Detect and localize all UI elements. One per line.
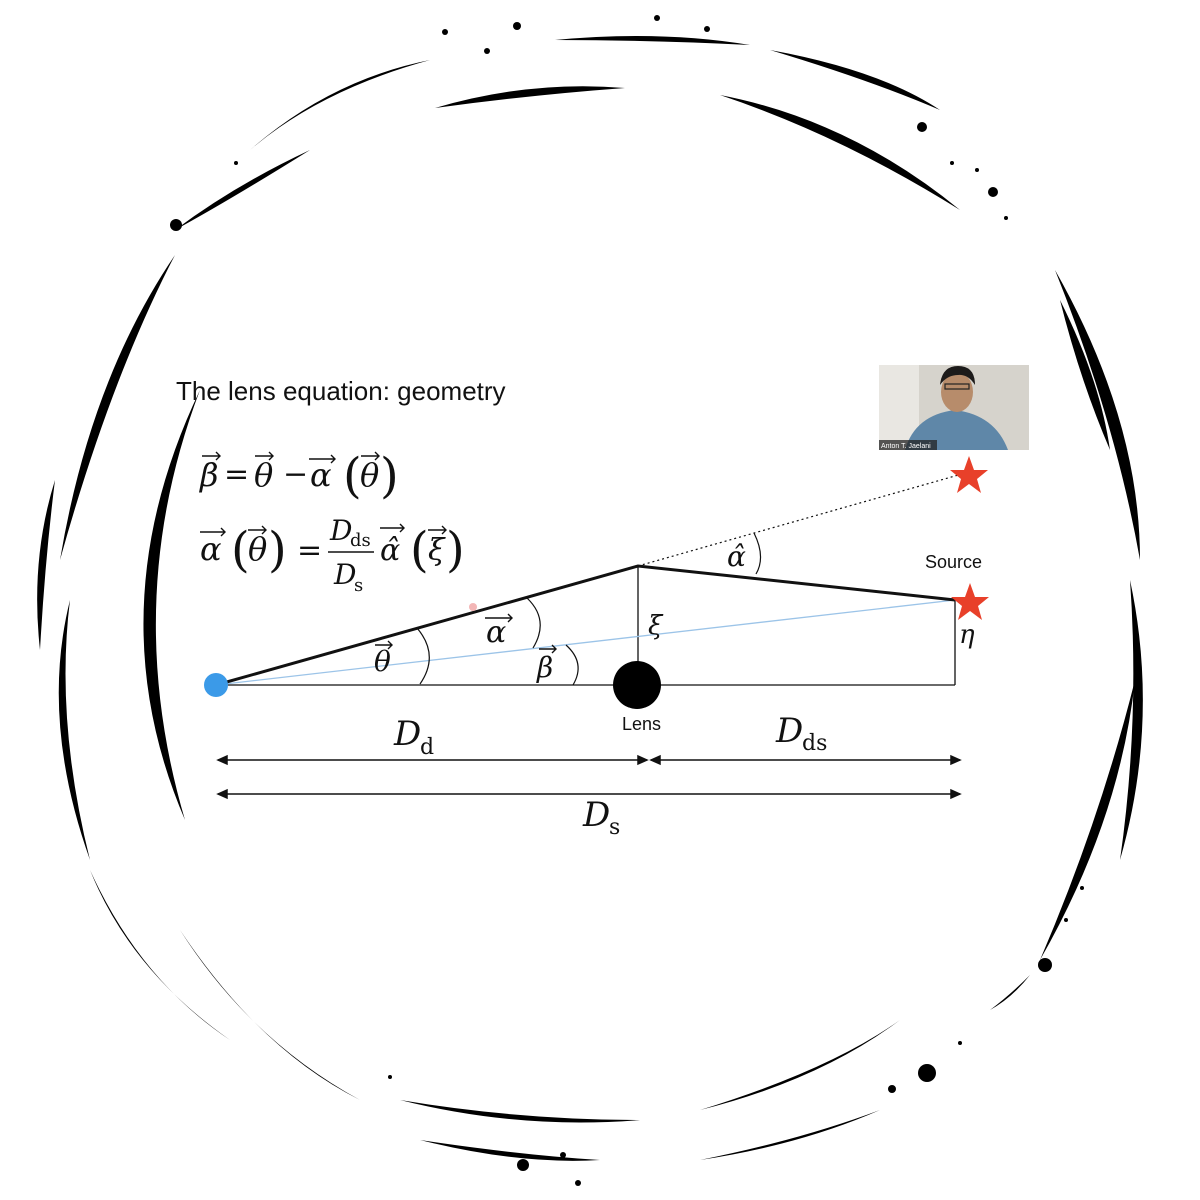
decorative-brush-ring [37,15,1143,1186]
eq1-minus: − [283,457,308,492]
eta-label: η [959,620,975,650]
theta-vec-label: θ [374,645,391,678]
webcam-name-bg [879,440,937,450]
eq1-theta: θ [254,456,273,494]
lens-equation-2: α ( θ ) = D ds D s α̂ ( ξ ) [200,514,465,596]
alpha-vec-arrow [485,613,513,623]
source-label: Source [925,552,982,572]
Ds-label: D [582,795,610,835]
Dd-label: D [393,714,421,754]
apparent-ray-extension [637,473,963,567]
eq1-vector-arrows [202,451,380,464]
eq2-denominator-D: D [333,558,356,591]
eq1-paren-open: ( [343,448,362,504]
eq2-equals: = [297,533,322,568]
eq2-theta: θ [248,530,267,568]
eq2-denominator-sub: s [354,575,363,596]
eq2-alpha-hat: α̂ [380,533,400,568]
lens-label: Lens [622,714,661,734]
source-star-icon [951,583,989,620]
eq2-paren-open-2: ( [410,522,429,578]
eq2-paren-close: ) [268,522,287,578]
eq2-xi: ξ [428,533,446,568]
xi-label: ξ [648,611,664,641]
eq2-alpha: α [200,530,222,568]
eq2-vector-arrows [200,523,447,537]
beta-angle-arc [565,644,579,686]
eq1-alpha: α [310,456,332,494]
eq2-paren-open: ( [231,522,250,578]
alpha-hat-label: α̂ [727,540,746,573]
distance-arrows [216,754,962,800]
webcam-glasses [944,383,970,390]
alpha-hat-angle-arc [753,532,762,575]
lens-equation-1: β = θ − α ( θ ) [199,448,399,504]
eq2-numerator-sub: ds [350,530,371,551]
beta-vec-arrow [539,644,557,654]
eq1-equals: = [224,457,249,492]
Dds-label: D [775,711,803,751]
Ds-sub: s [609,815,620,840]
direct-line-of-sight [215,599,956,686]
beta-vec-label: β [536,651,553,684]
eq2-numerator-D: D [329,514,352,547]
presenter-webcam: Anton T. Jaelani [879,365,1029,450]
Dds-sub: ds [802,731,827,756]
webcam-person-head [941,372,973,412]
lens-mass [613,661,661,709]
deflected-light-path [215,564,956,687]
theta-vec-arrow [375,640,393,650]
webcam-person-hair [940,366,975,385]
image-star-icon [950,456,988,493]
pointer-dot [469,603,477,611]
observer-point [204,673,228,697]
webcam-name: Anton T. Jaelani [881,443,931,450]
Dd-sub: d [420,735,434,760]
theta-angle-arc [416,627,430,685]
alpha-angle-arc [526,597,541,649]
eq1-paren-close: ) [380,448,399,504]
lens-geometry-diagram: α̂ α θ β ξ η Lens Source D d D ds D s [204,456,989,840]
eq2-paren-close-2: ) [446,522,465,578]
eq1-theta-arg: θ [360,456,379,494]
slide-title: The lens equation: geometry [176,376,506,406]
alpha-vec-label: α [486,615,506,650]
eq1-beta: β [199,456,219,494]
